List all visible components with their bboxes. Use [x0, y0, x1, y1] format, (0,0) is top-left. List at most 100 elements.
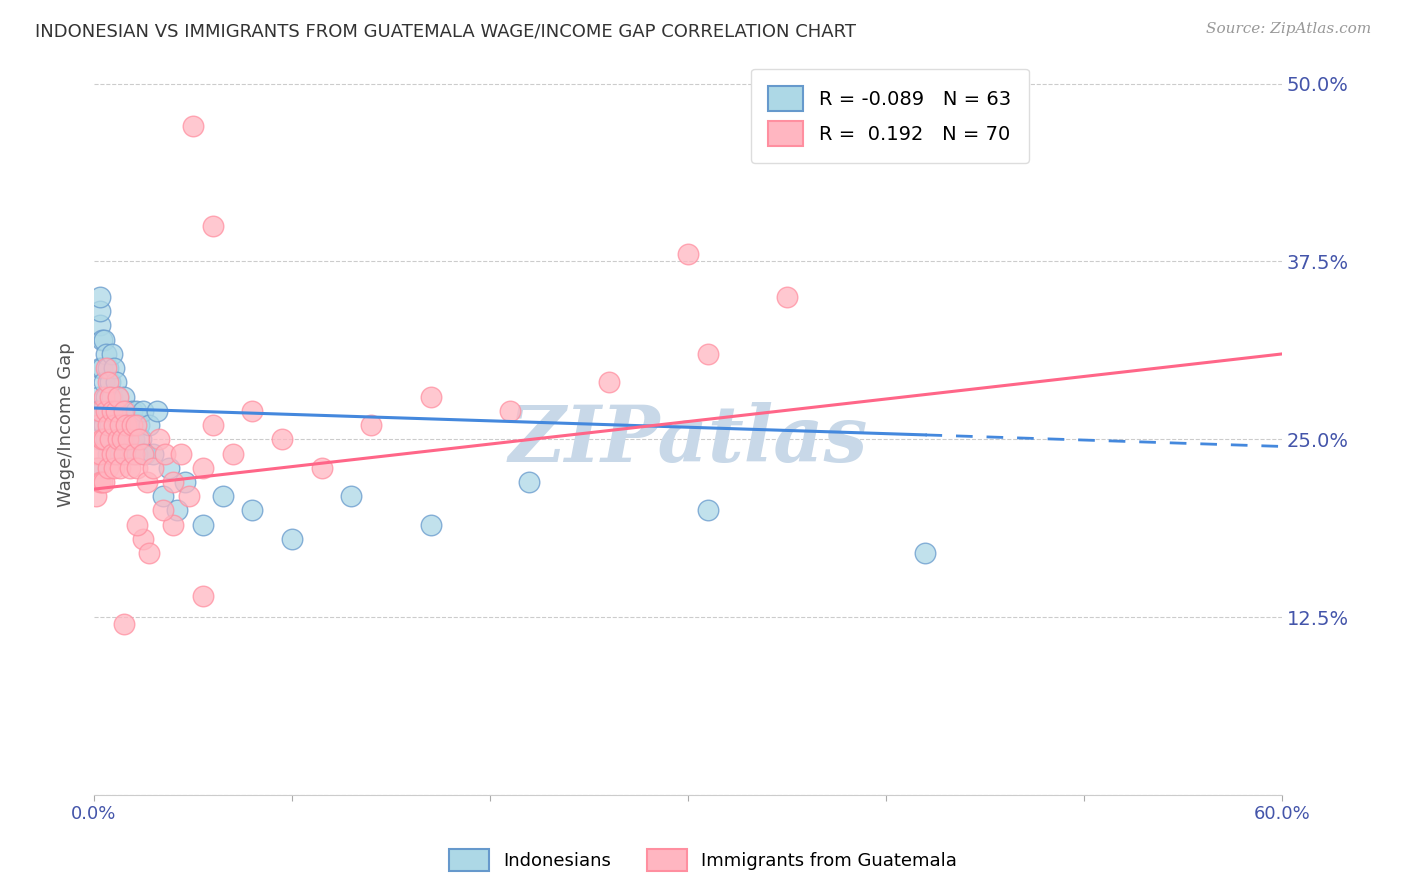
Point [108, 460, 131, 475]
Point [94, 347, 117, 361]
Point [166, 503, 188, 517]
Point [114, 418, 136, 433]
Point [121, 418, 143, 433]
Point [93, 418, 115, 433]
Point [152, 489, 174, 503]
Point [112, 433, 135, 447]
Point [97, 376, 120, 390]
Point [93, 390, 115, 404]
Point [108, 446, 131, 460]
Point [124, 418, 146, 433]
Point [127, 517, 149, 532]
Point [108, 404, 131, 418]
Point [103, 404, 125, 418]
Point [776, 290, 799, 304]
Point [84, 460, 107, 475]
Point [419, 517, 441, 532]
Point [90, 433, 112, 447]
Point [104, 404, 127, 418]
Point [87, 433, 110, 447]
Point [598, 376, 620, 390]
Point [132, 446, 155, 460]
Point [89, 290, 111, 304]
Point [132, 404, 155, 418]
Point [114, 404, 136, 418]
Point [104, 376, 127, 390]
Point [122, 433, 145, 447]
Point [191, 460, 214, 475]
Point [103, 361, 125, 376]
Point [107, 390, 129, 404]
Point [87, 418, 110, 433]
Point [201, 418, 224, 433]
Point [87, 390, 110, 404]
Point [87, 404, 110, 418]
Point [118, 460, 141, 475]
Point [90, 333, 112, 347]
Point [97, 460, 120, 475]
Point [148, 433, 170, 447]
Point [121, 404, 143, 418]
Point [90, 361, 112, 376]
Point [153, 446, 176, 460]
Point [103, 418, 125, 433]
Point [157, 460, 180, 475]
Point [281, 532, 304, 546]
Point [696, 503, 718, 517]
Point [170, 446, 193, 460]
Point [89, 318, 111, 333]
Point [108, 418, 131, 433]
Point [97, 404, 120, 418]
Point [152, 503, 174, 517]
Point [93, 475, 115, 489]
Point [499, 404, 522, 418]
Legend: Indonesians, Immigrants from Guatemala: Indonesians, Immigrants from Guatemala [441, 842, 965, 879]
Point [87, 460, 110, 475]
Point [107, 433, 129, 447]
Point [98, 376, 121, 390]
Point [134, 446, 156, 460]
Point [360, 418, 382, 433]
Point [132, 532, 155, 546]
Text: INDONESIAN VS IMMIGRANTS FROM GUATEMALA WAGE/INCOME GAP CORRELATION CHART: INDONESIAN VS IMMIGRANTS FROM GUATEMALA … [35, 22, 856, 40]
Legend: R = -0.089   N = 63, R =  0.192   N = 70: R = -0.089 N = 63, R = 0.192 N = 70 [751, 69, 1029, 163]
Point [221, 446, 243, 460]
Point [419, 390, 441, 404]
Point [98, 418, 121, 433]
Point [271, 433, 294, 447]
Point [100, 446, 122, 460]
Point [142, 460, 165, 475]
Point [118, 446, 141, 460]
Point [111, 418, 134, 433]
Point [94, 404, 117, 418]
Point [191, 517, 214, 532]
Point [94, 361, 117, 376]
Point [138, 546, 160, 560]
Point [128, 433, 150, 447]
Point [93, 333, 115, 347]
Point [111, 433, 134, 447]
Point [240, 404, 263, 418]
Point [162, 475, 184, 489]
Point [90, 475, 112, 489]
Point [84, 489, 107, 503]
Point [124, 404, 146, 418]
Text: ZIPatlas: ZIPatlas [508, 401, 868, 478]
Point [97, 446, 120, 460]
Point [138, 418, 160, 433]
Point [136, 475, 159, 489]
Point [89, 475, 111, 489]
Point [162, 517, 184, 532]
Point [100, 347, 122, 361]
Point [107, 433, 129, 447]
Point [104, 446, 127, 460]
Point [696, 347, 718, 361]
Point [240, 503, 263, 517]
Point [107, 390, 129, 404]
Text: Source: ZipAtlas.com: Source: ZipAtlas.com [1205, 22, 1371, 37]
Point [89, 446, 111, 460]
Point [117, 418, 139, 433]
Point [103, 460, 125, 475]
Point [112, 404, 135, 418]
Point [191, 589, 214, 603]
